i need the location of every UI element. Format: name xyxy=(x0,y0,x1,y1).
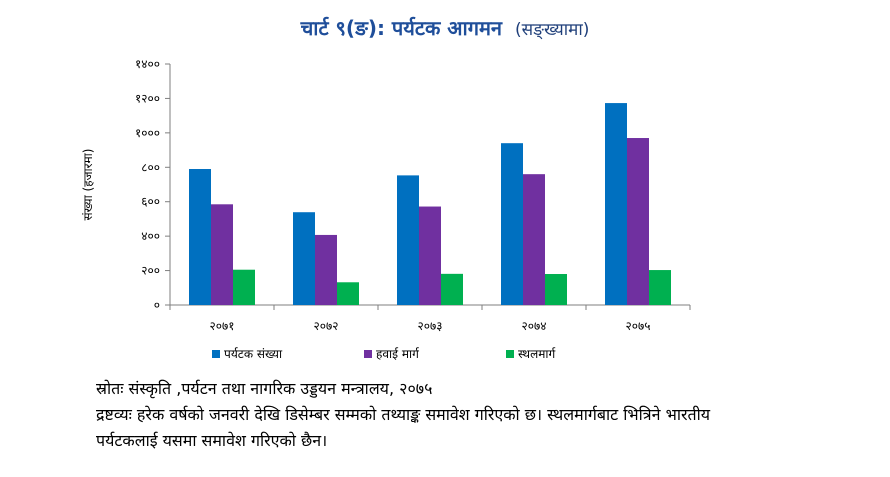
bar-2-1 xyxy=(211,204,233,305)
bar-2-3 xyxy=(419,206,441,305)
bar-3-2 xyxy=(337,282,359,305)
chart-axes: ० २०० ४०० ६०० ८०० १००० १२०० १४०० संख्या (हजारमा)… xyxy=(81,57,691,333)
source-note: स्रोतः संस्कृति ,पर्यटन तथा नागरिक उड्डय… xyxy=(96,376,876,454)
bar-3-5 xyxy=(649,270,671,305)
source-line: स्रोतः संस्कृति ,पर्यटन तथा नागरिक उड्डय… xyxy=(96,379,433,398)
bar-1-5 xyxy=(605,103,627,305)
bar-3-4 xyxy=(545,274,567,305)
x-tick-label: २०७४ xyxy=(522,319,547,333)
chart-legend: पर्यटक संख्या हवाई मार्ग स्थलमार्ग xyxy=(212,347,556,361)
bar-1-2 xyxy=(293,212,315,305)
x-tick-label: २०७१ xyxy=(210,319,235,333)
y-tick-label: २०० xyxy=(141,264,160,278)
note-line: द्रष्टव्यः हरेक वर्षको जनवरी देखि डिसेम्… xyxy=(96,405,711,424)
x-tick-label: २०७३ xyxy=(418,319,443,333)
bar-1-4 xyxy=(501,143,523,305)
chart-title: चार्ट ९(ङ): पर्यटक आगमन (सङ्ख्यामा) xyxy=(0,14,890,41)
y-tick-label: १२०० xyxy=(135,91,160,105)
bar-3-1 xyxy=(233,269,255,305)
chart-title-sub: (सङ्ख्यामा) xyxy=(515,20,590,40)
y-tick-label: ० xyxy=(154,298,160,312)
bar-2-4 xyxy=(523,174,545,305)
x-tick-label: २०७५ xyxy=(626,319,651,333)
legend-label: स्थलमार्ग xyxy=(518,347,556,361)
legend-label: पर्यटक संख्या xyxy=(224,347,283,361)
y-axis-label: संख्या (हजारमा) xyxy=(81,149,95,221)
x-tick-label: २०७२ xyxy=(314,319,339,333)
y-tick-label: १००० xyxy=(135,126,160,140)
chart-title-main: चार्ट ९(ङ): पर्यटक आगमन xyxy=(300,16,503,40)
y-tick-label: ६०० xyxy=(141,195,160,209)
legend-swatch xyxy=(364,350,372,358)
bar-2-5 xyxy=(627,138,649,305)
note-line-continued: पर्यटकलाई यसमा समावेश गरिएको छैन। xyxy=(96,431,328,450)
chart-bars xyxy=(189,103,671,305)
legend-swatch xyxy=(506,350,514,358)
y-tick-label: ४०० xyxy=(141,229,160,243)
y-tick-label: ८०० xyxy=(141,160,160,174)
legend-label: हवाई मार्ग xyxy=(376,347,420,361)
bar-chart: ० २०० ४०० ६०० ८०० १००० १२०० १४०० संख्या (हजारमा)… xyxy=(81,57,691,361)
bar-1-1 xyxy=(189,169,211,305)
bar-2-2 xyxy=(315,234,337,305)
bar-1-3 xyxy=(397,175,419,305)
y-tick-label: १४०० xyxy=(135,57,160,71)
legend-swatch xyxy=(212,350,220,358)
bar-3-3 xyxy=(441,273,463,305)
